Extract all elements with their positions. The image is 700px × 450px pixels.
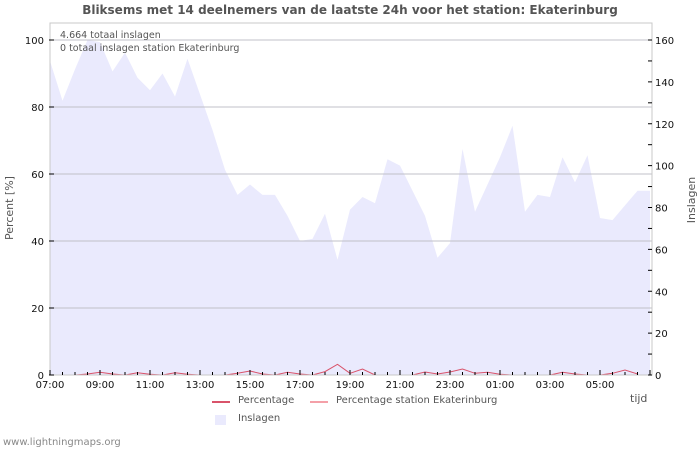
- svg-text:13:00: 13:00: [186, 380, 215, 391]
- svg-text:09:00: 09:00: [86, 380, 115, 391]
- svg-text:19:00: 19:00: [336, 380, 365, 391]
- station-strikes-annotation: 0 totaal inslagen station Ekaterinburg: [60, 43, 239, 54]
- legend-label: Percentage: [238, 395, 295, 406]
- svg-text:140: 140: [655, 78, 674, 89]
- svg-text:100: 100: [655, 162, 674, 173]
- svg-text:80: 80: [31, 103, 44, 114]
- svg-text:11:00: 11:00: [136, 380, 165, 391]
- left-axis-label: Percent [%]: [3, 176, 16, 240]
- svg-text:120: 120: [655, 120, 674, 131]
- svg-text:100: 100: [25, 36, 44, 47]
- svg-text:60: 60: [655, 245, 668, 256]
- svg-text:01:00: 01:00: [486, 380, 515, 391]
- x-axis-label: tijd: [630, 392, 647, 405]
- chart-title: Bliksems met 14 deelnemers van de laatst…: [82, 3, 618, 17]
- svg-text:20: 20: [31, 304, 44, 315]
- inslagen-area: [50, 40, 650, 375]
- svg-text:0: 0: [38, 371, 44, 382]
- svg-text:21:00: 21:00: [386, 380, 415, 391]
- svg-text:40: 40: [655, 287, 668, 298]
- svg-text:20: 20: [655, 329, 668, 340]
- inslagen-swatch-icon: [215, 415, 226, 425]
- svg-text:80: 80: [655, 204, 668, 215]
- svg-text:23:00: 23:00: [436, 380, 465, 391]
- percentage-station-swatch-icon: [310, 401, 328, 403]
- total-strikes-annotation: 4.664 totaal inslagen: [60, 30, 161, 41]
- axes: 0 20 40 60 80 100 0 20 40 60 80 100 120 140 160 07:00 09…: [25, 23, 674, 391]
- svg-text:05:00: 05:00: [586, 380, 615, 391]
- svg-text:15:00: 15:00: [236, 380, 265, 391]
- legend-label: Inslagen: [238, 413, 281, 424]
- percentage-swatch-icon: [212, 401, 230, 403]
- footer-link[interactable]: www.lightningmaps.org: [3, 437, 121, 448]
- svg-text:0: 0: [655, 371, 661, 382]
- legend-label: Percentage station Ekaterinburg: [336, 395, 498, 406]
- svg-text:17:00: 17:00: [286, 380, 315, 391]
- svg-text:07:00: 07:00: [36, 380, 65, 391]
- grid-lines: [50, 39, 652, 309]
- svg-text:60: 60: [31, 170, 44, 181]
- svg-text:160: 160: [655, 36, 674, 47]
- svg-text:03:00: 03:00: [536, 380, 565, 391]
- svg-text:40: 40: [31, 237, 44, 248]
- right-axis-label: Inslagen: [685, 177, 698, 223]
